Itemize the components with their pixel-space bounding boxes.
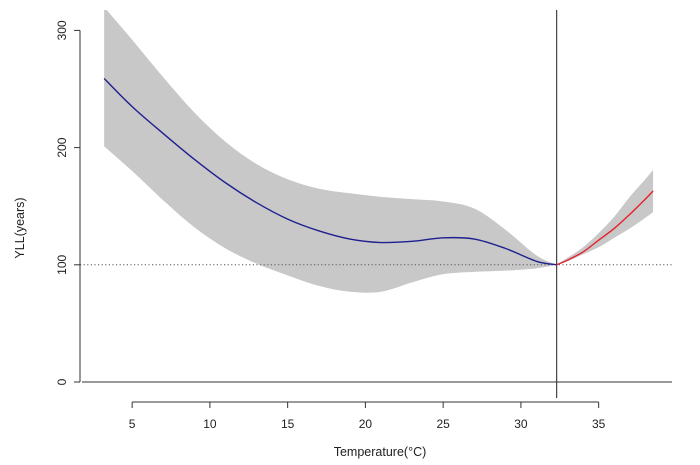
x-axis: 5 10 15 20 25 30 35 — [129, 401, 606, 431]
x-tick-label-20: 20 — [359, 417, 373, 431]
x-tick-label-15: 15 — [281, 417, 295, 431]
x-tick-label-35: 35 — [592, 417, 606, 431]
cold-effect-line — [103, 77, 557, 266]
y-axis: 0 100 200 300 — [55, 20, 81, 385]
y-axis-title: YLL(years) — [13, 197, 27, 258]
y-tick-label-0: 0 — [55, 378, 69, 385]
x-tick-label-10: 10 — [203, 417, 217, 431]
x-axis-title: Temperature(°C) — [334, 445, 427, 459]
y-tick-label-200: 200 — [55, 137, 69, 157]
hot-effect-line — [556, 190, 654, 266]
x-tick-label-30: 30 — [514, 417, 528, 431]
y-tick-label-100: 100 — [55, 254, 69, 274]
y-tick-label-300: 300 — [55, 20, 69, 40]
x-tick-label-25: 25 — [436, 417, 450, 431]
x-tick-label-5: 5 — [129, 417, 136, 431]
cold-confidence-band — [104, 10, 557, 293]
hot-confidence-band — [556, 169, 654, 265]
